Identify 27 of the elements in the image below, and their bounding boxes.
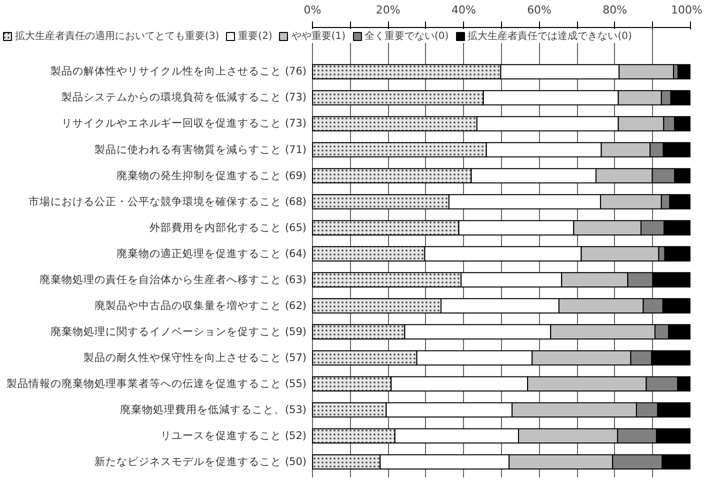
legend-label: 重要(2): [238, 30, 272, 43]
legend-label: 全く重要でない(0): [364, 30, 449, 43]
y-tick-label: 廃棄物処理に関するイノベーションを促すこと (59): [50, 324, 307, 338]
y-tick-label: 製品の耐久性や保守性を向上させること (57): [84, 350, 307, 364]
y-tick-label: 製品に使われる有害物質を減らすこと (71): [94, 142, 307, 156]
y-tick-label: 製品システムからの環境負荷を低減すること (73): [62, 90, 307, 104]
y-tick-label: 廃製品や中古品の収集量を増やすこと (62): [94, 298, 307, 312]
y-tick-label: 製品の解体性やリサイクル性を向上させること (76): [50, 64, 307, 78]
y-tick-label: リユースを促進すること (52): [160, 430, 307, 442]
y-tick-label: 廃棄物の発生抑制を促進すること (69): [116, 168, 307, 182]
y-tick-label: 廃棄物処理の責任を自治体から生産者へ移すこと (63): [40, 272, 307, 286]
x-tick-label: 20%: [376, 4, 400, 16]
y-tick-label: 新たなビジネスモデルを促進すること (50): [94, 454, 307, 468]
legend-label: 拡大生産者責任の適用においてとても重要(3): [15, 30, 220, 43]
x-tick-label: 60%: [527, 4, 552, 16]
y-tick-label: 廃棄物処理費用を低減すること、(53): [120, 402, 307, 416]
legend-label: やや重要(1): [291, 30, 346, 43]
y-tick-label: 廃棄物の適正処理を促進すること (64): [116, 246, 307, 260]
y-tick-label: 製品情報の廃棄物処理事業者等への伝達を促進すること (55): [6, 376, 307, 390]
x-tick-label: 0%: [304, 4, 322, 16]
y-tick-label: 市場における公正・公平な競争環境を確保すること (68): [28, 194, 307, 208]
y-tick-label: 外部費用を内部化すること (65): [150, 220, 307, 234]
x-tick-label: 100%: [671, 4, 703, 16]
y-tick-label: リサイクルやエネルギー回収を促進すること (73): [62, 116, 307, 130]
legend-label: 拡大生産者責任では達成できない(0): [468, 30, 632, 43]
x-tick-label: 40%: [451, 4, 476, 16]
x-tick-label: 80%: [602, 4, 628, 16]
